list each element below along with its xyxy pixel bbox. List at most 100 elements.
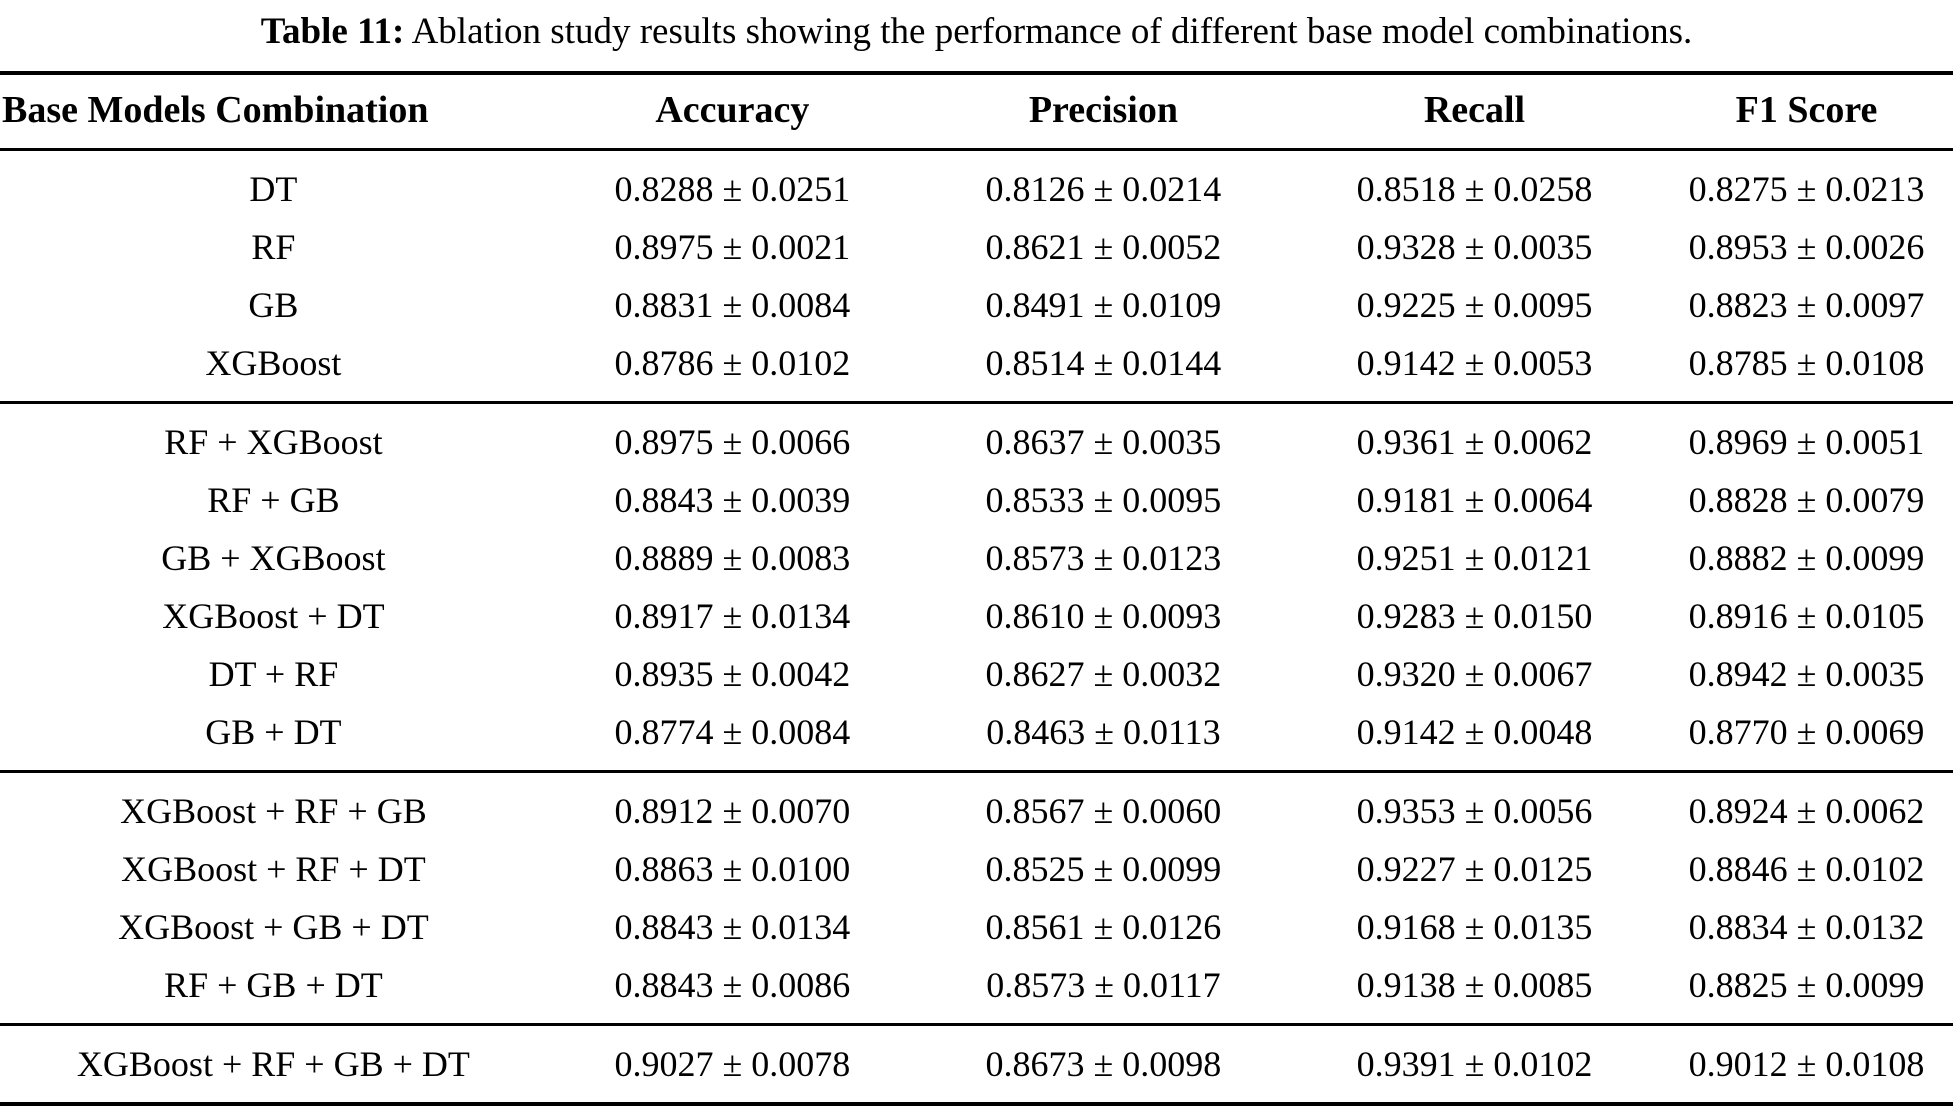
metric-cell: 0.8889 ± 0.0083 xyxy=(614,538,851,578)
metric-cell: 0.8514 ± 0.0144 xyxy=(985,343,1222,383)
metric-cell: 0.8561 ± 0.0126 xyxy=(985,907,1222,947)
caption-label: Table 11: xyxy=(260,11,405,52)
table-row: XGBoost + GB + DT 0.8843 ± 0.0134 0.8561 ±… xyxy=(0,898,1953,956)
metric-cell: 0.8935 ± 0.0042 xyxy=(614,654,851,694)
metric-cell: 0.9168 ± 0.0135 xyxy=(1356,907,1593,947)
metric-cell: 0.8288 ± 0.0251 xyxy=(614,169,851,209)
metric-cell: 0.8846 ± 0.0102 xyxy=(1688,849,1925,889)
metric-cell: 0.8924 ± 0.0062 xyxy=(1688,791,1925,831)
combination-cell: XGBoost + DT xyxy=(162,596,385,636)
metric-cell: 0.8786 ± 0.0102 xyxy=(614,343,851,383)
metric-cell: 0.9142 ± 0.0048 xyxy=(1356,712,1593,752)
table-row: GB + DT 0.8774 ± 0.0084 0.8463 ± 0.0113 0.9… xyxy=(0,703,1953,772)
metric-cell: 0.9251 ± 0.0121 xyxy=(1356,538,1593,578)
metric-cell: 0.8831 ± 0.0084 xyxy=(614,285,851,325)
combination-cell: XGBoost + RF + DT xyxy=(121,849,426,889)
metric-cell: 0.8621 ± 0.0052 xyxy=(985,227,1222,267)
metric-cell: 0.8627 ± 0.0032 xyxy=(985,654,1222,694)
combination-cell: GB xyxy=(248,285,299,325)
combination-cell: RF + GB + DT xyxy=(164,965,383,1005)
column-header-combination: Base Models Combination xyxy=(2,89,429,131)
table-row: RF + GB + DT 0.8843 ± 0.0086 0.8573 ± 0.01… xyxy=(0,956,1953,1025)
metric-cell: 0.9361 ± 0.0062 xyxy=(1356,422,1593,462)
caption-text: Ablation study results showing the perfo… xyxy=(411,11,1693,52)
metric-cell: 0.8843 ± 0.0134 xyxy=(614,907,851,947)
metric-cell: 0.8275 ± 0.0213 xyxy=(1688,169,1925,209)
table-row: XGBoost + RF + GB + DT 0.9027 ± 0.0078 0.8… xyxy=(0,1025,1953,1105)
metric-cell: 0.8975 ± 0.0021 xyxy=(614,227,851,267)
metric-cell: 0.8843 ± 0.0086 xyxy=(614,965,851,1005)
metric-cell: 0.9012 ± 0.0108 xyxy=(1688,1044,1925,1084)
table-group: DT 0.8288 ± 0.0251 0.8126 ± 0.0214 0.8518 ±… xyxy=(0,150,1953,403)
table-header: Base Models Combination Accuracy Precision… xyxy=(0,73,1953,150)
metric-cell: 0.9353 ± 0.0056 xyxy=(1356,791,1593,831)
metric-cell: 0.8637 ± 0.0035 xyxy=(985,422,1222,462)
column-header: F1 Score xyxy=(1735,89,1878,131)
combination-cell: XGBoost + RF + GB xyxy=(120,791,427,831)
metric-cell: 0.8573 ± 0.0123 xyxy=(985,538,1222,578)
table-row: XGBoost 0.8786 ± 0.0102 0.8514 ± 0.0144 0.9… xyxy=(0,334,1953,403)
metric-cell: 0.8825 ± 0.0099 xyxy=(1688,965,1925,1005)
metric-cell: 0.8770 ± 0.0069 xyxy=(1688,712,1925,752)
metric-cell: 0.8673 ± 0.0098 xyxy=(985,1044,1222,1084)
metric-cell: 0.8126 ± 0.0214 xyxy=(985,169,1222,209)
metric-cell: 0.8942 ± 0.0035 xyxy=(1688,654,1925,694)
combination-cell: RF + XGBoost xyxy=(164,422,383,462)
metric-cell: 0.8969 ± 0.0051 xyxy=(1688,422,1925,462)
metric-cell: 0.8823 ± 0.0097 xyxy=(1688,285,1925,325)
table-row: RF 0.8975 ± 0.0021 0.8621 ± 0.0052 0.9328 ±… xyxy=(0,218,1953,276)
table-row: RF + GB 0.8843 ± 0.0039 0.8533 ± 0.0095 0.9… xyxy=(0,471,1953,529)
header-row: Base Models Combination Accuracy Precision… xyxy=(0,73,1953,150)
column-header: Precision xyxy=(1028,89,1178,131)
metric-cell: 0.8533 ± 0.0095 xyxy=(985,480,1222,520)
metric-cell: 0.9027 ± 0.0078 xyxy=(614,1044,851,1084)
combination-cell: XGBoost xyxy=(205,343,342,383)
table-row: GB + XGBoost 0.8889 ± 0.0083 0.8573 ± 0.01… xyxy=(0,529,1953,587)
table-caption: Table 11: Ablation study results showing… xyxy=(0,10,1953,54)
metric-cell: 0.9283 ± 0.0150 xyxy=(1356,596,1593,636)
metric-cell: 0.8573 ± 0.0117 xyxy=(986,965,1221,1005)
column-header: Accuracy xyxy=(655,89,810,131)
metric-cell: 0.8834 ± 0.0132 xyxy=(1688,907,1925,947)
combination-cell: RF + GB xyxy=(207,480,340,520)
metric-cell: 0.8463 ± 0.0113 xyxy=(986,712,1221,752)
table-row: DT 0.8288 ± 0.0251 0.8126 ± 0.0214 0.8518 ±… xyxy=(0,150,1953,219)
table-row: GB 0.8831 ± 0.0084 0.8491 ± 0.0109 0.9225 ±… xyxy=(0,276,1953,334)
metric-cell: 0.9328 ± 0.0035 xyxy=(1356,227,1593,267)
combination-cell: RF xyxy=(251,227,296,267)
metric-cell: 0.8491 ± 0.0109 xyxy=(985,285,1222,325)
metric-cell: 0.8843 ± 0.0039 xyxy=(614,480,851,520)
combination-cell: GB + DT xyxy=(205,712,342,752)
table-row: DT + RF 0.8935 ± 0.0042 0.8627 ± 0.0032 0.9… xyxy=(0,645,1953,703)
metric-cell: 0.8882 ± 0.0099 xyxy=(1688,538,1925,578)
metric-cell: 0.8567 ± 0.0060 xyxy=(985,791,1222,831)
metric-cell: 0.8774 ± 0.0084 xyxy=(614,712,851,752)
metric-cell: 0.9181 ± 0.0064 xyxy=(1356,480,1593,520)
metric-cell: 0.9391 ± 0.0102 xyxy=(1356,1044,1593,1084)
table-row: RF + XGBoost 0.8975 ± 0.0066 0.8637 ± 0.00… xyxy=(0,403,1953,472)
table-group: RF + XGBoost 0.8975 ± 0.0066 0.8637 ± 0.00… xyxy=(0,403,1953,772)
metric-cell: 0.8975 ± 0.0066 xyxy=(614,422,851,462)
table-group: XGBoost + RF + GB + DT 0.9027 ± 0.0078 0.8… xyxy=(0,1025,1953,1105)
metric-cell: 0.8610 ± 0.0093 xyxy=(985,596,1222,636)
table-row: XGBoost + RF + DT 0.8863 ± 0.0100 0.8525 ±… xyxy=(0,840,1953,898)
table-row: XGBoost + RF + GB 0.8912 ± 0.0070 0.8567 ±… xyxy=(0,772,1953,841)
combination-cell: GB + XGBoost xyxy=(161,538,386,578)
metric-cell: 0.8863 ± 0.0100 xyxy=(614,849,851,889)
metric-cell: 0.8917 ± 0.0134 xyxy=(614,596,851,636)
metric-cell: 0.8828 ± 0.0079 xyxy=(1688,480,1925,520)
metric-cell: 0.9227 ± 0.0125 xyxy=(1356,849,1593,889)
metric-cell: 0.8518 ± 0.0258 xyxy=(1356,169,1593,209)
metric-cell: 0.8916 ± 0.0105 xyxy=(1688,596,1925,636)
metric-cell: 0.9320 ± 0.0067 xyxy=(1356,654,1593,694)
combination-cell: DT xyxy=(249,169,298,209)
table-group: XGBoost + RF + GB 0.8912 ± 0.0070 0.8567 ±… xyxy=(0,772,1953,1025)
metric-cell: 0.8525 ± 0.0099 xyxy=(985,849,1222,889)
results-table: Base Models Combination Accuracy Precision… xyxy=(0,71,1953,1106)
metric-cell: 0.8912 ± 0.0070 xyxy=(614,791,851,831)
metric-cell: 0.9142 ± 0.0053 xyxy=(1356,343,1593,383)
metric-cell: 0.9138 ± 0.0085 xyxy=(1356,965,1593,1005)
table-row: XGBoost + DT 0.8917 ± 0.0134 0.8610 ± 0.00… xyxy=(0,587,1953,645)
metric-cell: 0.8953 ± 0.0026 xyxy=(1688,227,1925,267)
combination-cell: XGBoost + RF + GB + DT xyxy=(76,1044,470,1084)
